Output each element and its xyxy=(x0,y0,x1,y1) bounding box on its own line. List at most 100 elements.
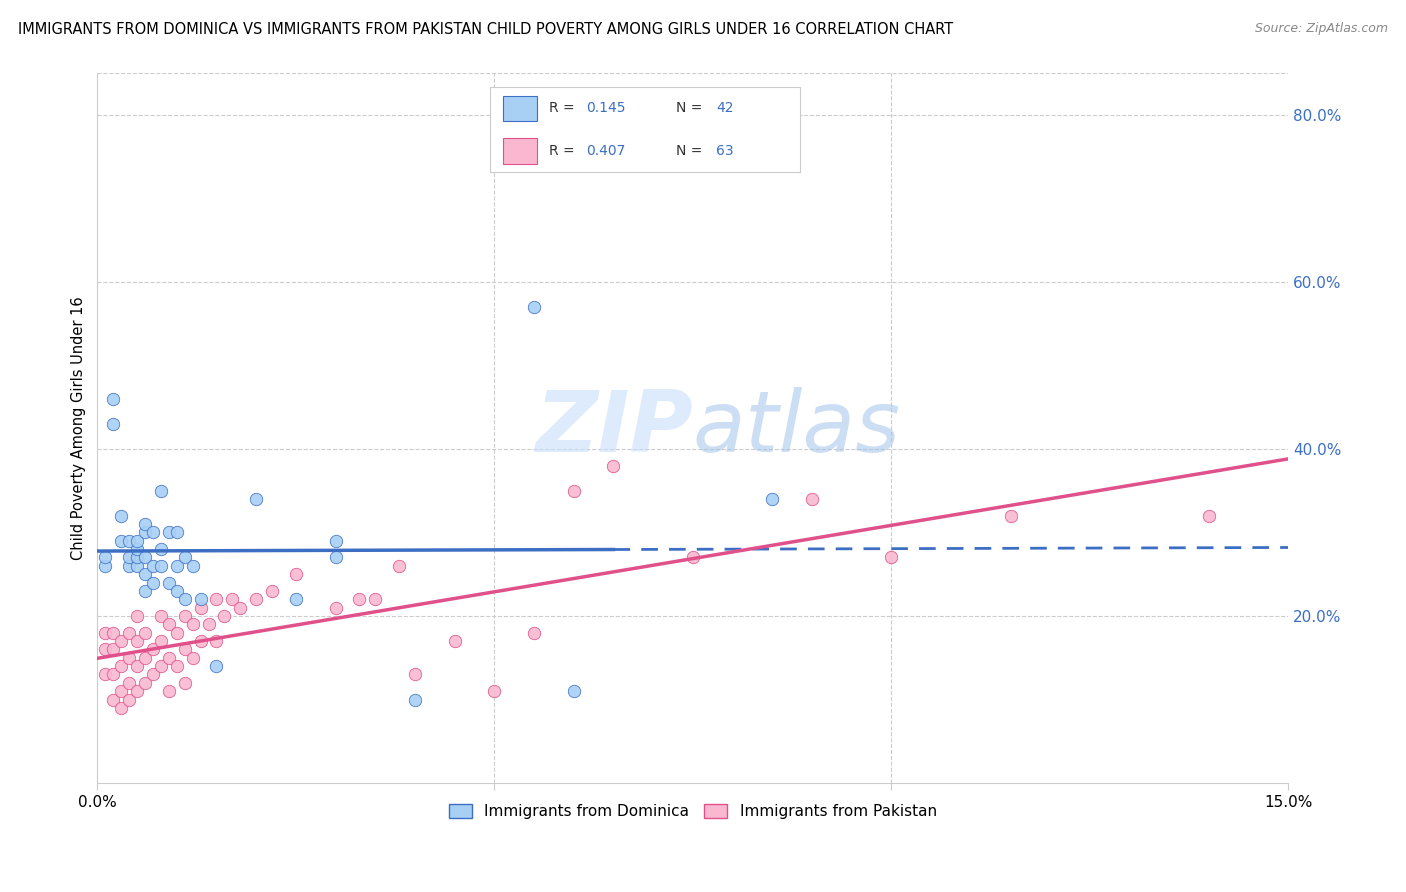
Point xyxy=(125,550,148,565)
Point xyxy=(205,592,228,607)
Point xyxy=(142,558,165,573)
Point xyxy=(190,634,212,648)
Point xyxy=(562,483,585,498)
Point xyxy=(134,525,156,540)
Point xyxy=(166,558,188,573)
Point xyxy=(245,491,267,506)
Point xyxy=(142,525,165,540)
Point xyxy=(284,592,307,607)
Point xyxy=(94,558,117,573)
Point xyxy=(1000,508,1022,523)
Point xyxy=(134,567,156,582)
Point xyxy=(149,542,172,557)
Point xyxy=(103,667,125,681)
Point xyxy=(602,458,624,473)
Point xyxy=(181,558,204,573)
Point xyxy=(125,609,148,624)
Point xyxy=(149,558,172,573)
Point xyxy=(157,684,180,698)
Y-axis label: Child Poverty Among Girls Under 16: Child Poverty Among Girls Under 16 xyxy=(72,296,86,560)
Point xyxy=(125,634,148,648)
Point xyxy=(125,558,148,573)
Point xyxy=(404,667,426,681)
Point xyxy=(190,592,212,607)
Point xyxy=(149,609,172,624)
Point xyxy=(94,642,117,657)
Point xyxy=(134,625,156,640)
Point xyxy=(142,642,165,657)
Legend: Immigrants from Dominica, Immigrants from Pakistan: Immigrants from Dominica, Immigrants fro… xyxy=(443,797,943,825)
Point xyxy=(94,550,117,565)
Point xyxy=(166,525,188,540)
Point xyxy=(118,558,141,573)
Point xyxy=(325,533,347,548)
Point xyxy=(110,634,132,648)
Point xyxy=(125,533,148,548)
Point xyxy=(134,517,156,532)
Point xyxy=(125,542,148,557)
Point xyxy=(103,417,125,431)
Point xyxy=(173,642,195,657)
Point xyxy=(205,659,228,673)
Point xyxy=(110,659,132,673)
Point xyxy=(103,642,125,657)
Point xyxy=(214,609,236,624)
Point xyxy=(221,592,243,607)
Point xyxy=(110,684,132,698)
Point xyxy=(94,625,117,640)
Point xyxy=(103,692,125,706)
Point xyxy=(118,692,141,706)
Point xyxy=(682,550,704,565)
Text: ZIP: ZIP xyxy=(536,386,693,469)
Point xyxy=(166,625,188,640)
Point xyxy=(149,483,172,498)
Point xyxy=(443,634,465,648)
Text: atlas: atlas xyxy=(693,386,901,469)
Point xyxy=(166,659,188,673)
Point xyxy=(284,567,307,582)
Point xyxy=(181,650,204,665)
Point xyxy=(404,692,426,706)
Point xyxy=(761,491,783,506)
Point xyxy=(118,550,141,565)
Point xyxy=(110,701,132,715)
Point xyxy=(484,684,506,698)
Point xyxy=(229,600,252,615)
Point xyxy=(103,392,125,406)
Point xyxy=(801,491,824,506)
Point xyxy=(125,684,148,698)
Point xyxy=(880,550,903,565)
Point xyxy=(134,675,156,690)
Point xyxy=(173,675,195,690)
Point xyxy=(118,650,141,665)
Point xyxy=(157,650,180,665)
Point xyxy=(197,617,219,632)
Point xyxy=(134,550,156,565)
Point xyxy=(349,592,371,607)
Point xyxy=(523,300,546,314)
Text: Source: ZipAtlas.com: Source: ZipAtlas.com xyxy=(1254,22,1388,36)
Point xyxy=(325,600,347,615)
Point xyxy=(190,600,212,615)
Point xyxy=(388,558,411,573)
Point xyxy=(110,508,132,523)
Point xyxy=(260,583,283,598)
Point xyxy=(118,625,141,640)
Point xyxy=(173,609,195,624)
Point xyxy=(325,550,347,565)
Point xyxy=(245,592,267,607)
Point xyxy=(149,634,172,648)
Point xyxy=(110,533,132,548)
Point xyxy=(134,650,156,665)
Point xyxy=(157,575,180,590)
Point xyxy=(134,583,156,598)
Point xyxy=(181,617,204,632)
Point xyxy=(173,592,195,607)
Point xyxy=(94,667,117,681)
Point xyxy=(562,684,585,698)
Point xyxy=(523,625,546,640)
Point xyxy=(1198,508,1220,523)
Point xyxy=(205,634,228,648)
Point xyxy=(157,525,180,540)
Point xyxy=(157,617,180,632)
